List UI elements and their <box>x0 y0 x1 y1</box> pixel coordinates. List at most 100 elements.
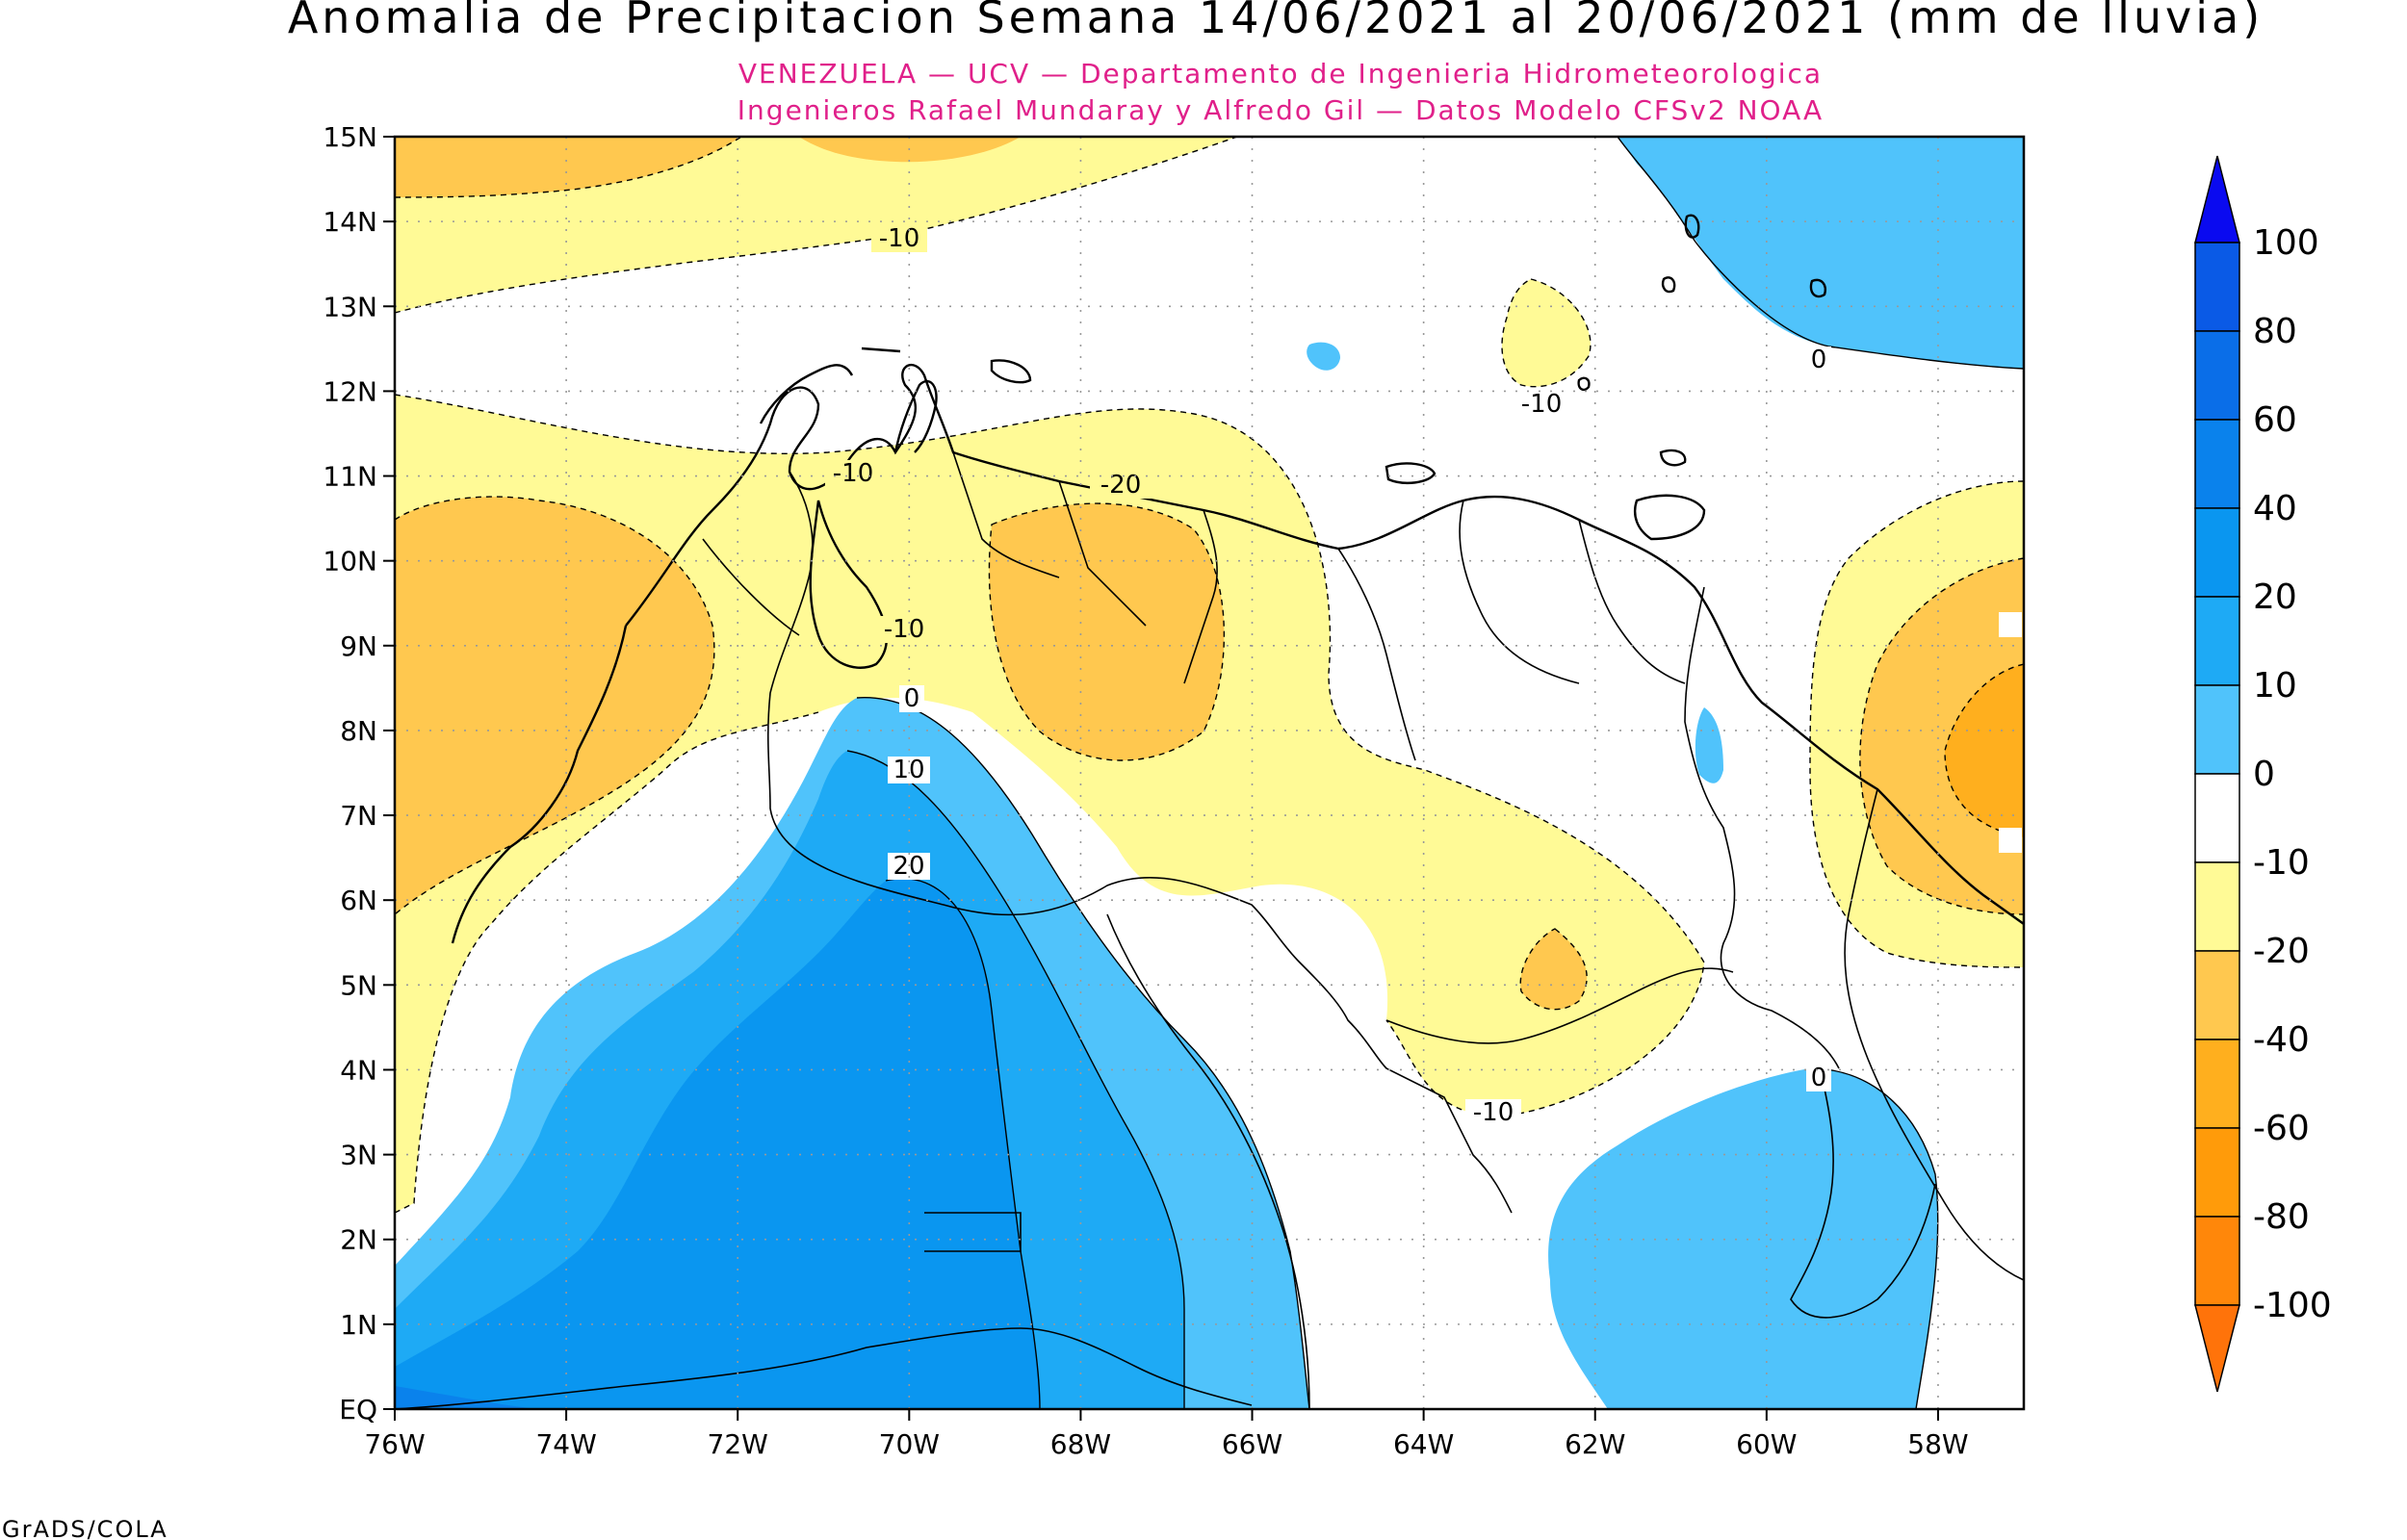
colorbar-label: 10 <box>2253 666 2297 706</box>
colorbar-segment <box>2194 330 2240 421</box>
lat-tick-label: 11N <box>323 461 377 493</box>
island-tobago <box>1659 449 1687 467</box>
subtitle-line-2: Ingenieros Rafael Mundaray y Alfredo Gil… <box>738 94 1824 126</box>
colorbar-segment <box>2194 1039 2240 1129</box>
colorbar-segment <box>2194 950 2240 1040</box>
contour-label: 0 <box>1811 346 1827 374</box>
lon-tick-label: 68W <box>1050 1428 1111 1460</box>
colorbar-label: -10 <box>2253 843 2310 883</box>
lon-tick-label: 64W <box>1393 1428 1454 1460</box>
lat-tick-label: 3N <box>340 1140 377 1171</box>
colorbar-bottom-triangle <box>2194 1304 2240 1393</box>
lat-tick-label: EQ <box>339 1394 377 1425</box>
map-plot-area <box>395 137 2024 1409</box>
lon-tick-label: 60W <box>1736 1428 1797 1460</box>
lat-tick-label: 10N <box>323 546 377 578</box>
anomaly-region-0-to-10-ne <box>1618 137 2024 369</box>
colorbar-segment <box>2194 596 2240 686</box>
contour-label: -10 <box>1473 1098 1514 1127</box>
map-frame <box>393 135 2026 1411</box>
contour-label: 0 <box>1811 1064 1827 1092</box>
lat-tick-label: 1N <box>340 1309 377 1341</box>
colorbar-label: 60 <box>2253 400 2297 440</box>
island-abc <box>990 359 1032 384</box>
anomaly-region-minus10-islands <box>1502 279 1591 387</box>
lon-tick-label: 72W <box>708 1428 768 1460</box>
contour-label: -10 <box>1963 1470 2004 1499</box>
coastline <box>625 364 2024 925</box>
guajira-coast <box>759 364 854 424</box>
lat-tick-label: 4N <box>340 1054 377 1086</box>
lon-tick-label: 66W <box>1222 1428 1282 1460</box>
anomaly-region-minus20-east <box>1859 558 2024 914</box>
lat-tick-label: 2N <box>340 1224 377 1256</box>
colorbar-segment <box>2194 419 2240 509</box>
contour-label: 10 <box>893 756 924 784</box>
lat-tick-label: 6N <box>340 885 377 916</box>
credit-text: GrADS/COLA <box>2 1516 168 1540</box>
lat-tick-label: 13N <box>323 291 377 322</box>
colorbar-label: 80 <box>2253 312 2297 351</box>
contour-label: -20 <box>1100 471 1141 500</box>
map-gridlines <box>395 137 2024 1409</box>
colorbar-label: 40 <box>2253 489 2297 528</box>
colombia-pacific-coast <box>451 625 628 944</box>
colorbar-label: -80 <box>2253 1197 2310 1237</box>
contour-labels: -10 -10 -10 -10 -20 -10 0 10 20 0 0 -10 <box>825 224 2022 1499</box>
anomaly-region-0-to-10-islet <box>1307 342 1340 371</box>
anomaly-region-0-to-10-lake <box>1695 707 1723 783</box>
anomaly-region-minus20-top <box>395 137 741 197</box>
colorbar-segment <box>2194 773 2240 863</box>
colorbar-segment <box>2194 861 2240 952</box>
lon-tick-label: 62W <box>1565 1428 1625 1460</box>
lon-tick-label: 58W <box>1907 1428 1968 1460</box>
lon-tick-label: 76W <box>364 1428 425 1460</box>
lat-tick-label: 7N <box>340 800 377 832</box>
lat-tick-label: 5N <box>340 969 377 1001</box>
colorbar-label: 0 <box>2253 755 2275 794</box>
colorbar-segment <box>2194 507 2240 598</box>
contour-label: -10 <box>879 224 919 253</box>
longitude-axis: 76W 74W 72W 70W 68W 66W 64W 62W 60W 58W <box>364 1409 1969 1460</box>
anomaly-region-20-to-40-south <box>395 878 1040 1409</box>
contour-label: -10 <box>1521 390 1562 419</box>
colorbar-label: -100 <box>2253 1286 2332 1325</box>
anomaly-region-minus20-center <box>989 503 1225 760</box>
island-aruba <box>861 346 901 353</box>
anomaly-region-minus20-west <box>395 497 714 914</box>
colorbar-label: -40 <box>2253 1020 2310 1060</box>
colorbar-label: -60 <box>2253 1109 2310 1148</box>
contour-label: -10 <box>833 459 873 488</box>
island-margarita <box>1385 462 1436 485</box>
colorbar-top-triangle <box>2194 155 2240 244</box>
lat-tick-label: 15N <box>323 121 377 153</box>
lat-tick-label: 14N <box>323 206 377 238</box>
colorbar-segment <box>2194 1216 2240 1306</box>
subtitle-line-1: VENEZUELA — UCV — Departamento de Ingeni… <box>738 58 1823 90</box>
colorbar-segment <box>2194 242 2240 332</box>
island-barbados <box>1809 278 1826 298</box>
falcon-peninsula <box>893 379 938 453</box>
contour-label: -10 <box>884 615 924 644</box>
lat-tick-label: 9N <box>340 630 377 662</box>
island-st-lucia <box>1684 214 1700 239</box>
colorbar-label: 100 <box>2253 223 2319 263</box>
anomaly-region-minus20-south <box>1520 929 1588 1010</box>
lon-tick-label: 70W <box>879 1428 940 1460</box>
contour-label: 0 <box>904 684 920 713</box>
island-st-vincent <box>1661 276 1676 294</box>
map-title: Anomalia de Precipitacion Semana 14/06/2… <box>288 0 2264 43</box>
country-borders <box>766 471 1513 1214</box>
colorbar-label: 20 <box>2253 578 2297 617</box>
lon-tick-label: 74W <box>535 1428 596 1460</box>
trinidad-coast <box>1633 494 1706 541</box>
colorbar-label: -20 <box>2253 932 2310 971</box>
colorbar-segment <box>2194 1127 2240 1218</box>
anomaly-region-minus10-west <box>395 395 1704 1213</box>
latitude-axis: 15N 14N 13N 12N 11N 10N 9N 8N 7N 6N 5N 4N 3N 2N 1N EQ <box>323 121 395 1425</box>
colorbar-segment <box>2194 684 2240 775</box>
lat-tick-label: 12N <box>323 375 377 407</box>
anomaly-region-40-plus-south <box>395 1386 539 1409</box>
